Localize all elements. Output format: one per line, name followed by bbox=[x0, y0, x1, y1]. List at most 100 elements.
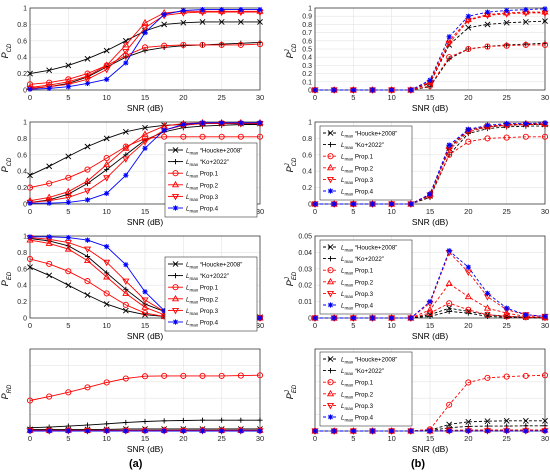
y-tick-label: 0.05 bbox=[298, 234, 312, 241]
x-tick-label: 10 bbox=[387, 207, 395, 216]
data-point-houcke bbox=[465, 418, 472, 425]
data-point-prop1 bbox=[465, 379, 472, 386]
data-point-prop2 bbox=[122, 40, 130, 48]
data-point-houcke bbox=[503, 19, 510, 26]
data-point-prop1 bbox=[103, 290, 110, 297]
data-point-prop4 bbox=[446, 142, 452, 148]
data-point-prop3 bbox=[445, 147, 453, 154]
legend-marker-prop2 bbox=[171, 294, 180, 302]
data-point-prop3 bbox=[122, 156, 130, 163]
data-point-prop2 bbox=[141, 303, 149, 310]
legend-box bbox=[319, 239, 413, 315]
data-point-houcke bbox=[218, 19, 225, 25]
data-point-prop4 bbox=[46, 234, 52, 240]
x-tick-label: 10 bbox=[102, 434, 110, 443]
data-point-ko bbox=[84, 180, 91, 187]
legend-marker-prop4 bbox=[172, 319, 179, 325]
legend-label-prop2: Lmax Prop.2 bbox=[186, 182, 219, 190]
data-point-ko bbox=[104, 166, 110, 173]
chart-b2: 0 5 10 15 20 25 30 0 0.2 0.4 0.6 0.8 1 SNR (dB) PJCD Lm… bbox=[285, 120, 549, 228]
data-point-prop3 bbox=[464, 269, 472, 277]
x-tick-label: 30 bbox=[256, 93, 264, 102]
legend-label-houcke: Lmax “Houcke+2008” bbox=[341, 131, 397, 139]
data-point-prop1 bbox=[484, 135, 491, 142]
data-point-prop2 bbox=[122, 144, 130, 151]
legend-marker-prop3 bbox=[171, 307, 180, 315]
legend-label-houcke: Lmax “Houcke+2008” bbox=[186, 262, 242, 270]
x-tick-label: 30 bbox=[541, 434, 549, 443]
legend: Lmax “Houcke+2008” Lmax “Ko+2022” Lmax Pro… bbox=[164, 256, 258, 332]
x-tick-label: 5 bbox=[351, 207, 355, 216]
x-tick-label: 15 bbox=[141, 93, 149, 102]
data-point-prop4 bbox=[257, 7, 263, 13]
y-tick-label: 0.6 bbox=[17, 266, 27, 273]
data-point-prop1 bbox=[465, 138, 472, 145]
y-tick-label: 0.9 bbox=[302, 14, 312, 21]
series-line-prop1 bbox=[29, 374, 261, 401]
data-point-prop4 bbox=[484, 9, 491, 15]
x-tick-label: 15 bbox=[426, 93, 434, 102]
data-point-prop1 bbox=[237, 133, 244, 140]
data-point-prop1 bbox=[199, 372, 206, 379]
data-point-prop4 bbox=[350, 315, 356, 321]
data-point-houcke bbox=[103, 135, 110, 142]
data-point-houcke bbox=[142, 124, 148, 131]
y-tick-label: 0.2 bbox=[17, 71, 27, 78]
legend-marker-prop1 bbox=[327, 267, 334, 274]
y-axis-label: PJCD bbox=[285, 43, 298, 58]
legend-label-ko: Lmax “Ko+2022” bbox=[186, 159, 229, 167]
data-point-prop4 bbox=[369, 428, 376, 434]
data-point-houcke bbox=[27, 70, 33, 77]
data-point-prop4 bbox=[238, 428, 244, 434]
x-tick-label: 5 bbox=[66, 321, 70, 330]
data-point-prop4 bbox=[84, 197, 91, 203]
legend-box bbox=[164, 256, 258, 332]
x-tick-label: 0 bbox=[313, 321, 317, 330]
data-point-prop1 bbox=[541, 41, 549, 48]
data-point-prop4 bbox=[408, 428, 414, 434]
data-point-houcke bbox=[465, 24, 472, 31]
data-point-prop1 bbox=[503, 134, 510, 141]
x-tick-label: 15 bbox=[426, 434, 434, 443]
data-point-prop4 bbox=[504, 7, 510, 14]
legend-label-prop4: Lmax Prop.4 bbox=[341, 303, 374, 311]
data-point-prop2 bbox=[464, 15, 472, 22]
x-tick-label: 5 bbox=[66, 434, 70, 443]
data-point-prop2 bbox=[83, 72, 92, 79]
x-axis-label: SNR (dB) bbox=[412, 103, 449, 113]
data-point-houcke bbox=[237, 19, 244, 25]
data-point-prop3 bbox=[64, 194, 72, 202]
data-point-prop2 bbox=[141, 130, 149, 137]
data-point-prop4 bbox=[523, 312, 529, 318]
data-point-prop4 bbox=[465, 126, 471, 132]
x-tick-label: 10 bbox=[387, 93, 395, 102]
legend-label-prop4: Lmax Prop.4 bbox=[186, 206, 219, 214]
x-tick-label: 25 bbox=[502, 321, 510, 330]
data-point-houcke bbox=[542, 18, 548, 25]
x-tick-label: 0 bbox=[28, 434, 32, 443]
series-line-prop1 bbox=[315, 302, 546, 319]
data-point-prop1 bbox=[141, 44, 149, 51]
data-point-houcke bbox=[103, 47, 110, 54]
data-point-prop1 bbox=[446, 401, 453, 408]
data-point-houcke bbox=[65, 153, 72, 160]
legend: Lmax “Houcke+2008” Lmax “Ko+2022” Lmax Pro… bbox=[319, 125, 413, 201]
axes-frame bbox=[29, 235, 261, 319]
data-point-prop1 bbox=[426, 82, 434, 89]
data-point-prop3 bbox=[83, 188, 92, 195]
data-point-prop4 bbox=[331, 201, 337, 207]
data-point-prop4 bbox=[350, 87, 356, 93]
data-point-prop1 bbox=[141, 373, 149, 380]
data-point-prop1 bbox=[141, 135, 149, 142]
legend-box bbox=[319, 351, 413, 427]
data-point-prop4 bbox=[84, 80, 91, 87]
legend-label-ko: Lmax “Ko+2022” bbox=[186, 273, 229, 281]
legend-marker-prop1 bbox=[172, 170, 179, 177]
legend-label-prop3: Lmax Prop.3 bbox=[341, 403, 374, 411]
data-point-prop1 bbox=[446, 300, 453, 307]
x-tick-label: 25 bbox=[502, 207, 510, 216]
legend-box bbox=[319, 125, 413, 201]
data-point-prop1 bbox=[180, 133, 187, 140]
series-line-prop2 bbox=[315, 282, 546, 319]
